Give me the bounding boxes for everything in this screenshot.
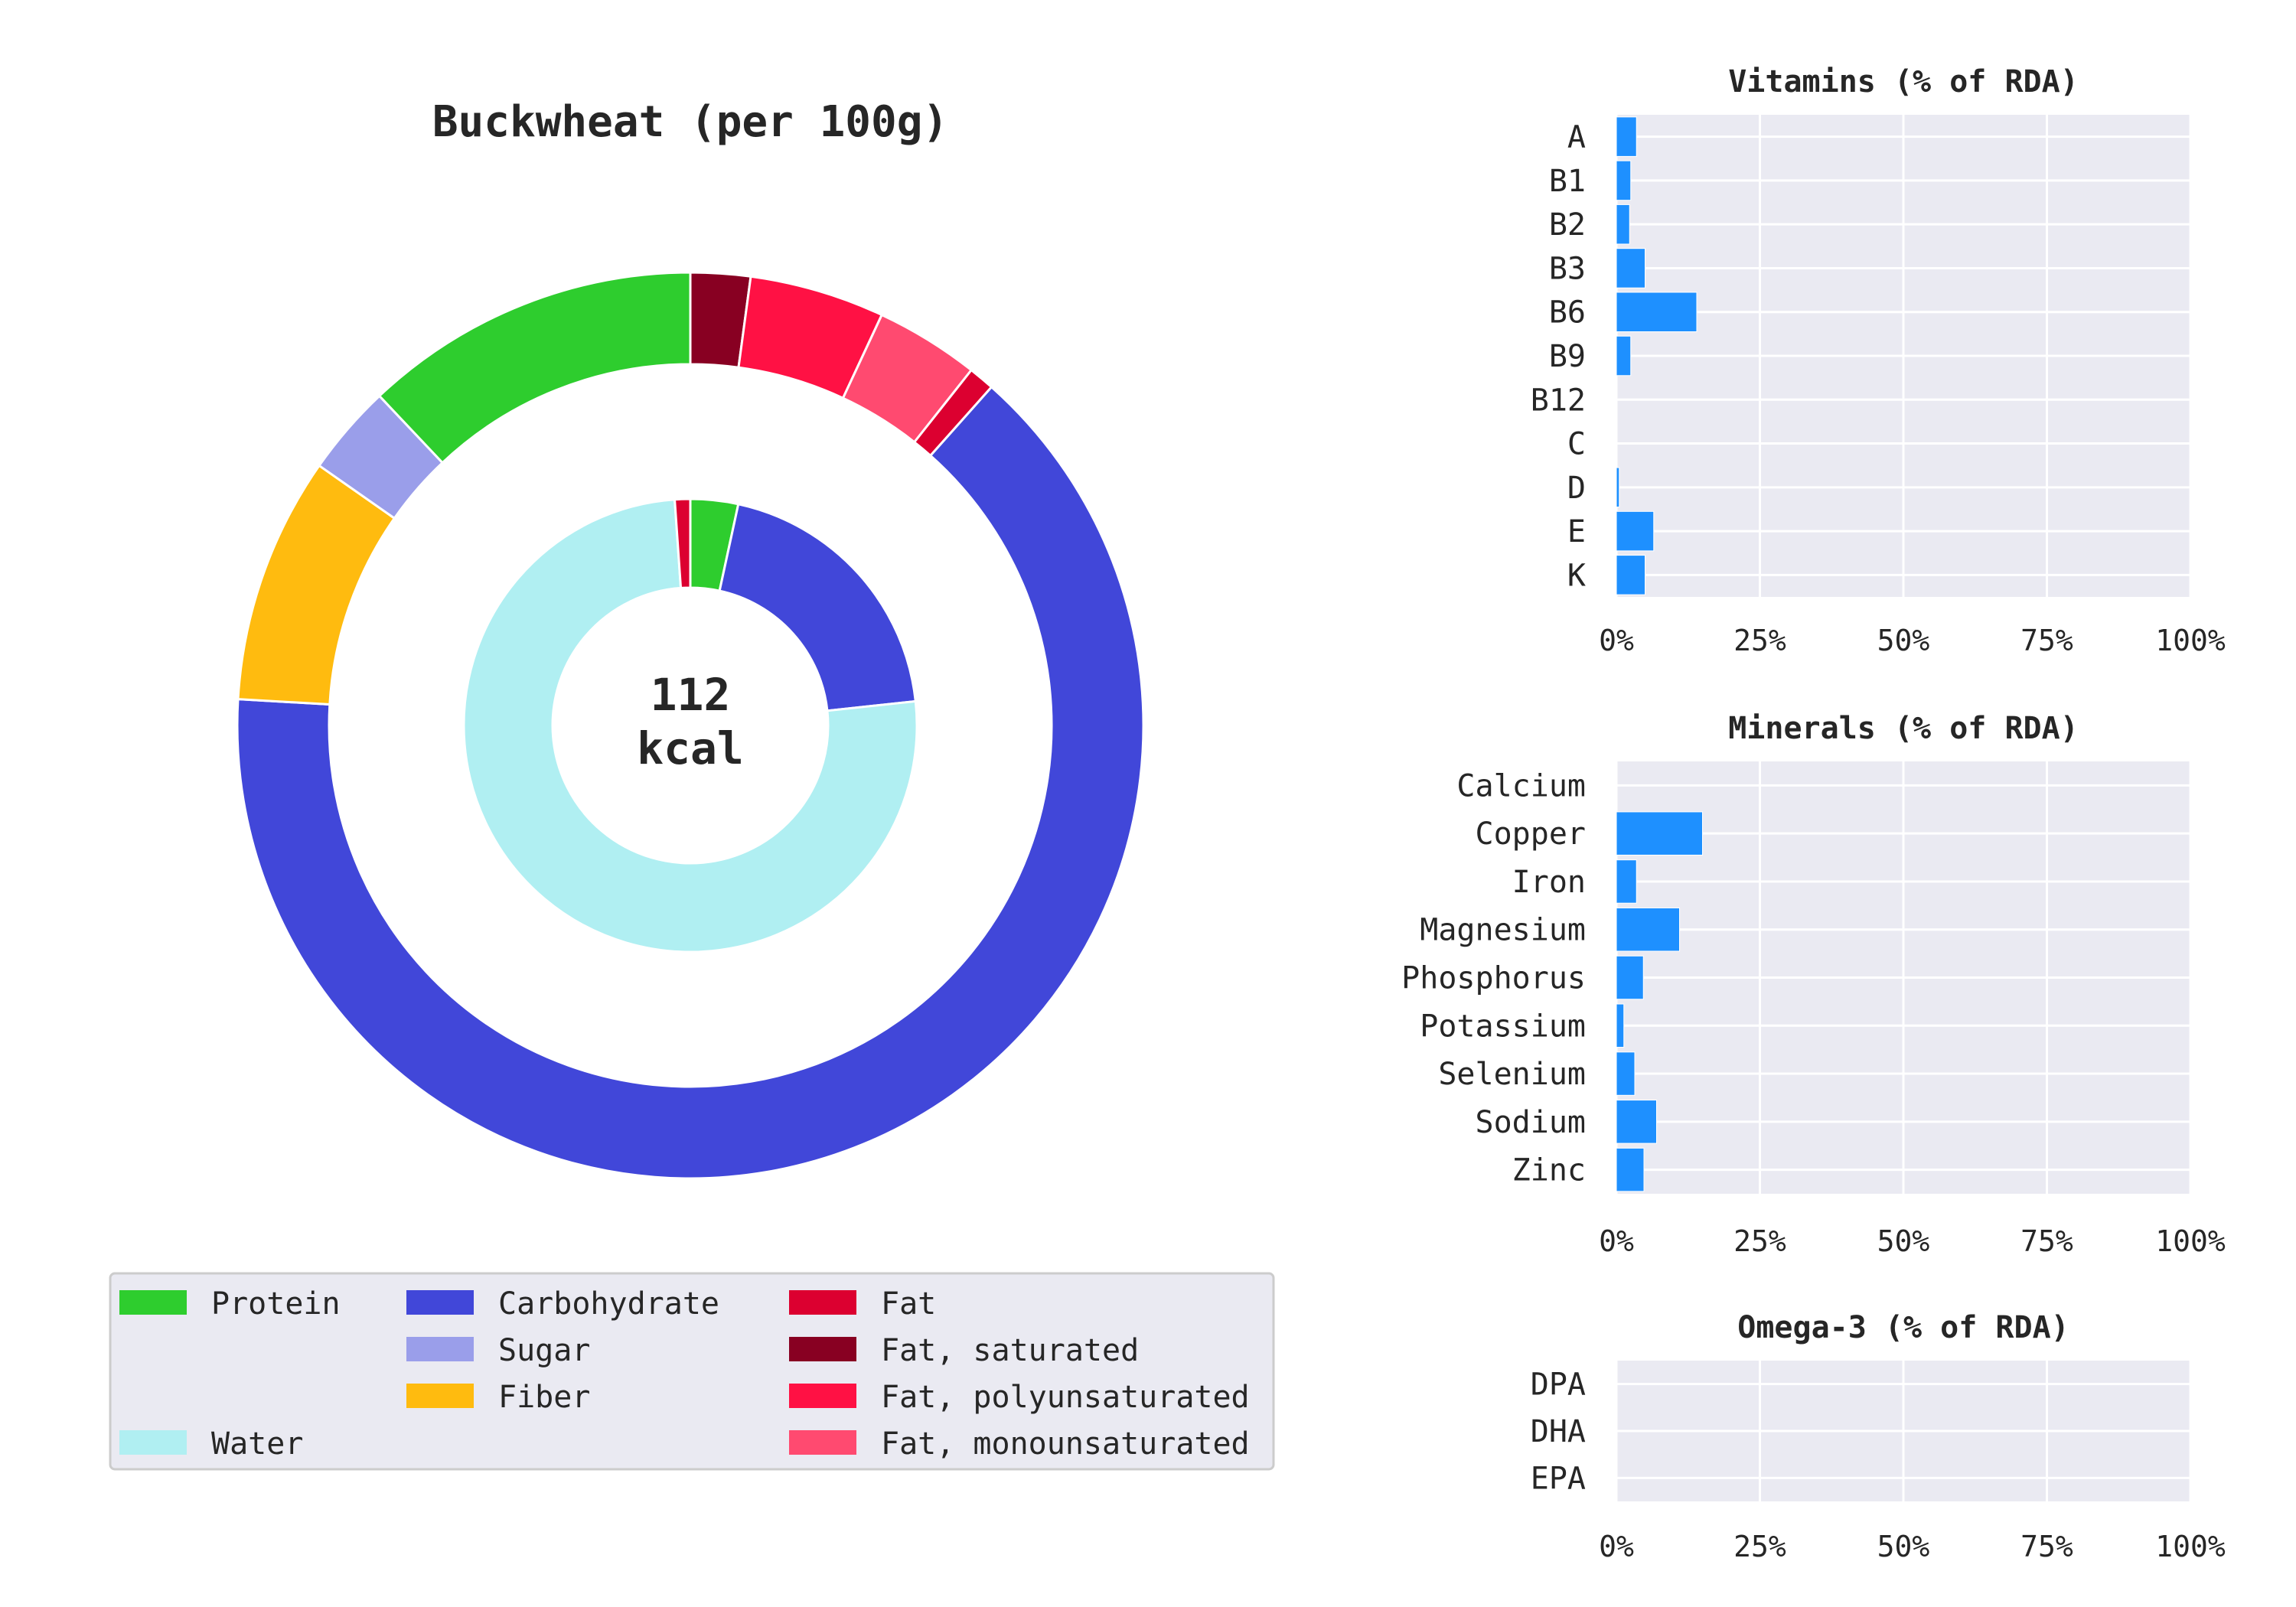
minerals-ytick-label: Selenium: [1438, 1057, 1586, 1092]
vitamins-ytick-label: B9: [1549, 339, 1586, 374]
vitamins-ytick-label: B12: [1531, 383, 1586, 418]
omega3-xtick-label: 0%: [1599, 1530, 1634, 1563]
vitamins-bar-b6: [1616, 292, 1698, 333]
legend-swatch-fat-saturated: [789, 1337, 856, 1361]
vitamins-bar-b3: [1616, 248, 1645, 288]
minerals-xtick-label: 50%: [1877, 1224, 1930, 1258]
minerals-bar-selenium: [1616, 1051, 1636, 1096]
vitamins-ytick-label: B2: [1549, 207, 1586, 243]
minerals-ytick-label: Potassium: [1420, 1009, 1586, 1044]
minerals-xtick-label: 100%: [2155, 1224, 2226, 1258]
center-kcal-value: 112: [651, 669, 731, 721]
omega3-ytick-label: EPA: [1531, 1461, 1586, 1496]
vitamins-xtick-label: 25%: [1733, 624, 1786, 657]
inner-slice-water: [462, 498, 918, 953]
legend-label-fat: Fat: [881, 1286, 936, 1322]
legend-swatch-fat-monounsaturated: [789, 1430, 856, 1455]
vitamins-ytick-label: B3: [1549, 251, 1586, 286]
minerals-bar-magnesium: [1616, 907, 1680, 952]
vitamins-ytick-label: E: [1567, 514, 1586, 549]
donut-outer-ring: [236, 271, 1145, 1180]
minerals-ytick-label: Magnesium: [1420, 913, 1586, 948]
vitamins-title: Vitamins (% of RDA): [1728, 64, 2079, 99]
vitamins-ytick-label: B6: [1549, 295, 1586, 331]
outer-slice-protein: [377, 271, 692, 464]
legend-swatch-protein: [119, 1290, 187, 1315]
outer-slice-carbohydrate: [236, 385, 1145, 1180]
legend-frame: [109, 1272, 1275, 1471]
vitamins-bar-b2: [1616, 204, 1630, 245]
vitamins-bar-b9: [1616, 335, 1632, 376]
vitamins-ytick-label: K: [1567, 558, 1586, 593]
legend-label-water: Water: [211, 1426, 303, 1462]
legend-label-carbohydrate: Carbohydrate: [498, 1286, 719, 1322]
omega3-ytick-label: DPA: [1531, 1367, 1586, 1403]
legend-label-fat-saturated: Fat, saturated: [881, 1333, 1139, 1368]
minerals-xtick-label: 0%: [1599, 1224, 1634, 1258]
minerals-bar-phosphorus: [1616, 955, 1644, 1000]
minerals-xtick-label: 75%: [2020, 1224, 2073, 1258]
omega3-xtick-label: 50%: [1877, 1530, 1930, 1563]
vitamins-ytick-label: C: [1567, 427, 1586, 462]
omega3-xtick-label: 25%: [1733, 1530, 1786, 1563]
legend-label-fat-polyunsaturated: Fat, polyunsaturated: [881, 1380, 1250, 1415]
vitamins-ytick-label: B1: [1549, 164, 1586, 199]
vitamins-ytick-label: D: [1567, 471, 1586, 506]
legend-swatch-fat-polyunsaturated: [789, 1384, 856, 1408]
minerals-ytick-label: Phosphorus: [1401, 961, 1586, 996]
legend-swatch-water: [119, 1430, 187, 1455]
legend-label-protein: Protein: [211, 1286, 341, 1322]
donut-inner-ring: [462, 497, 918, 953]
minerals-bar-potassium: [1616, 1003, 1625, 1048]
donut-title: Buckwheat (per 100g): [432, 97, 948, 147]
minerals-ytick-label: Sodium: [1476, 1105, 1587, 1140]
minerals-xtick-label: 25%: [1733, 1224, 1786, 1258]
vitamins-xtick-label: 75%: [2020, 624, 2073, 657]
vitamins-xtick-label: 100%: [2155, 624, 2226, 657]
omega3-bar-chart: Omega-3 (% of RDA) 0% 25% 50% 75% 100% DPA DHA E…: [1531, 1310, 2226, 1563]
vitamins-bar-a: [1616, 116, 1637, 157]
minerals-ytick-label: Copper: [1476, 817, 1587, 852]
inner-slice-fat: [673, 497, 692, 590]
minerals-title: Minerals (% of RDA): [1728, 711, 2079, 746]
omega3-ytick-label: DHA: [1531, 1414, 1586, 1449]
vitamins-bar-b1: [1616, 160, 1632, 201]
legend-label-fiber: Fiber: [498, 1380, 590, 1415]
omega3-title: Omega-3 (% of RDA): [1737, 1310, 2069, 1345]
inner-slice-carbohydrate: [718, 502, 917, 712]
legend-swatch-carbohydrate: [406, 1290, 474, 1315]
omega3-xtick-label: 100%: [2155, 1530, 2226, 1563]
macronutrient-donut-panel: Buckwheat (per 100g) 112 kcal Protein Car…: [109, 97, 1275, 1471]
omega3-xtick-label: 75%: [2020, 1530, 2073, 1563]
minerals-ytick-label: Iron: [1512, 865, 1586, 900]
legend-label-fat-monounsaturated: Fat, monounsaturated: [881, 1426, 1250, 1462]
vitamins-bar-e: [1616, 510, 1655, 552]
minerals-bar-zinc: [1616, 1147, 1645, 1192]
vitamins-xtick-label: 0%: [1599, 624, 1634, 657]
vitamins-xtick-label: 50%: [1877, 624, 1930, 657]
vitamins-bar-chart: Vitamins (% of RDA) 0% 25% 50% 75% 100% A B1 B2 B…: [1531, 64, 2226, 657]
minerals-bar-chart: Minerals (% of RDA) 0% 25% 50% 75% 100% Calciu…: [1401, 711, 2226, 1258]
legend-label-sugar: Sugar: [498, 1333, 590, 1368]
minerals-ytick-label: Calcium: [1456, 768, 1586, 804]
center-kcal-unit: kcal: [637, 722, 744, 774]
minerals-bar-sodium: [1616, 1100, 1657, 1144]
legend-swatch-fat: [789, 1290, 856, 1315]
vitamins-bar-k: [1616, 555, 1645, 595]
vitamins-bar-d: [1616, 467, 1620, 508]
minerals-ytick-label: Zinc: [1512, 1153, 1586, 1188]
legend-swatch-sugar: [406, 1337, 474, 1361]
vitamins-ytick-label: A: [1567, 120, 1586, 155]
donut-legend: Protein Carbohydrate Fat Sugar Fat, saturate…: [109, 1272, 1275, 1471]
minerals-bar-iron: [1616, 859, 1637, 904]
minerals-bar-copper: [1616, 811, 1703, 856]
legend-swatch-fiber: [406, 1384, 474, 1408]
